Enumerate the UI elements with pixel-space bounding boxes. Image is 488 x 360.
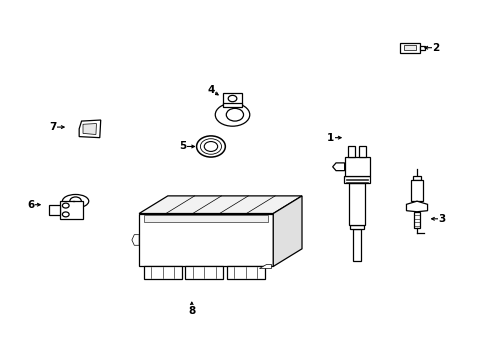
Bar [226,266,264,279]
Bar [412,176,420,180]
Text: 8: 8 [188,306,195,315]
Circle shape [62,212,69,217]
Polygon shape [132,235,139,245]
Circle shape [228,95,236,102]
Text: 2: 2 [432,43,439,53]
Bar [399,43,419,53]
Bar [349,225,363,229]
Polygon shape [139,213,273,266]
Bar [348,147,354,157]
Circle shape [200,139,221,154]
Polygon shape [139,196,302,213]
Polygon shape [83,123,96,135]
Text: 4: 4 [207,85,214,95]
Circle shape [226,108,243,121]
Bar [419,46,424,50]
Circle shape [70,197,81,206]
Text: 5: 5 [179,141,186,152]
Polygon shape [258,264,270,268]
Polygon shape [79,120,101,138]
Ellipse shape [62,194,89,208]
Bar [223,93,242,106]
Circle shape [62,203,69,208]
Bar [143,215,268,222]
Ellipse shape [215,103,249,126]
Text: 3: 3 [437,214,445,224]
Bar [344,157,369,176]
Text: 6: 6 [27,200,35,210]
Text: 7: 7 [49,122,57,132]
Bar [403,45,415,50]
Bar [352,229,361,261]
Circle shape [196,136,225,157]
Bar [60,201,83,219]
Polygon shape [273,196,302,266]
Text: 1: 1 [326,133,334,143]
Bar [143,266,181,279]
Bar [349,183,364,225]
Bar [410,180,422,201]
Bar [343,176,369,183]
Bar [185,266,223,279]
Bar [49,205,60,215]
Bar [223,103,242,107]
Circle shape [204,141,217,152]
Bar [413,212,420,228]
Polygon shape [332,163,344,171]
Bar [358,147,365,157]
Polygon shape [406,201,427,212]
